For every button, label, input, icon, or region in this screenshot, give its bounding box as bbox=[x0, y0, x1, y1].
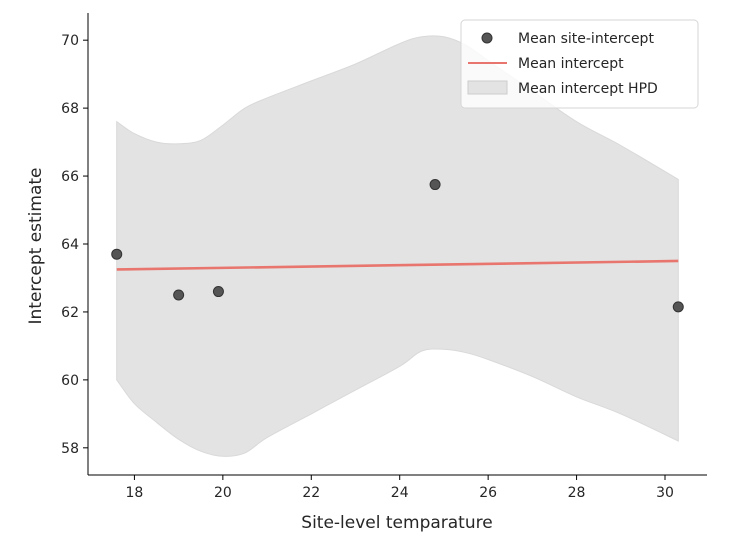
legend-label: Mean intercept HPD bbox=[518, 81, 658, 97]
x-axis-label: Site-level temparature bbox=[301, 513, 492, 533]
y-tick-label: 58 bbox=[61, 441, 79, 457]
data-point bbox=[173, 289, 185, 301]
y-tick-label: 70 bbox=[61, 33, 79, 49]
y-tick-label: 64 bbox=[61, 237, 79, 253]
mean-intercept-line-layer bbox=[116, 259, 679, 271]
x-tick-label: 20 bbox=[214, 485, 232, 501]
legend-label: Mean site-intercept bbox=[518, 31, 654, 47]
x-tick-label: 22 bbox=[302, 485, 320, 501]
y-tick-label: 66 bbox=[61, 169, 79, 185]
data-point bbox=[429, 179, 441, 191]
legend-box bbox=[460, 19, 699, 109]
legend-marker-hpd bbox=[467, 80, 508, 95]
y-tick-label: 62 bbox=[61, 305, 79, 321]
axes: 18 20 22 24 26 28 30 58 60 62 64 66 68 70 bbox=[61, 13, 707, 501]
legend: Mean site-intercept Mean intercept Mean in… bbox=[460, 19, 699, 109]
x-tick-label: 18 bbox=[126, 485, 144, 501]
x-tick-label: 26 bbox=[479, 485, 497, 501]
x-tick-label: 24 bbox=[391, 485, 409, 501]
y-tick-label: 68 bbox=[61, 101, 79, 117]
y-tick-label: 60 bbox=[61, 373, 79, 389]
site-intercept-points-layer bbox=[111, 179, 684, 313]
data-point bbox=[212, 286, 224, 298]
x-tick-label: 30 bbox=[656, 485, 674, 501]
y-axis-label: Intercept estimate bbox=[26, 167, 46, 324]
mean-intercept-line bbox=[116, 259, 679, 271]
data-point bbox=[672, 301, 684, 313]
x-tick-label: 28 bbox=[568, 485, 586, 501]
legend-label: Mean intercept bbox=[518, 56, 624, 72]
data-point bbox=[111, 248, 123, 260]
legend-marker-site-intercept bbox=[481, 32, 493, 44]
